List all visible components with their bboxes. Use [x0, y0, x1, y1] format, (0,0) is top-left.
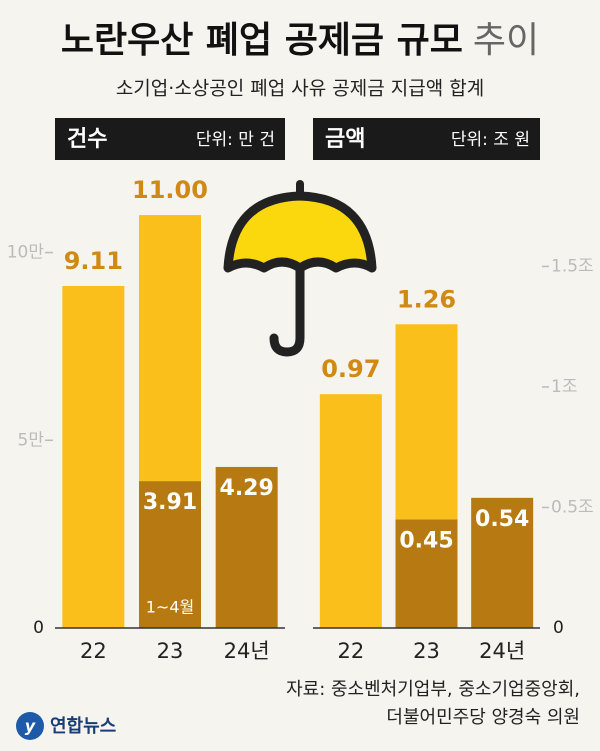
value-label: 4.29 [220, 476, 274, 501]
value-label: 9.11 [64, 247, 123, 275]
series-label: 1~4월 [146, 598, 195, 617]
y-tick-label: 0.5조 [551, 497, 594, 517]
header-unit: 단위: 조 원 [451, 130, 530, 150]
y-tick-label: 10만 [7, 243, 45, 263]
header-box [313, 118, 540, 160]
x-tick-label: 22 [337, 639, 364, 663]
y-tick-label: 0 [553, 618, 564, 638]
source: 자료: 중소벤처기업부, 중소기업중앙회, [286, 679, 580, 700]
bar [319, 394, 382, 628]
bar [215, 466, 278, 628]
bar [139, 481, 201, 628]
subtitle: 소기업·소상공인 폐업 사유 공제금 지급액 합계 [116, 78, 484, 100]
umbrella-icon [223, 180, 377, 357]
y-tick-label: 0 [33, 618, 44, 638]
logo: y 연합뉴스 [16, 712, 116, 740]
x-tick-label: 23 [413, 639, 440, 663]
y-tick-label: 5만 [18, 430, 45, 450]
title-tail: 추이 [473, 20, 539, 61]
y-tick-label: 1.5조 [551, 256, 594, 276]
x-tick-label: 24년 [224, 639, 270, 663]
bar [62, 286, 125, 628]
value-label: 0.54 [475, 507, 529, 532]
value-label: 0.97 [321, 355, 380, 383]
header-unit: 단위: 만 건 [196, 130, 275, 150]
bar [471, 497, 534, 628]
bar [395, 519, 458, 628]
logo-text: 연합뉴스 [50, 715, 116, 737]
header-label: 금액 [325, 127, 365, 152]
source: 더불어민주당 양경숙 의원 [386, 707, 580, 728]
title-main: 노란우산 폐업 공제금 규모 [61, 20, 463, 61]
x-tick-label: 22 [80, 639, 107, 663]
svg-text:y: y [25, 717, 36, 736]
header-box [55, 118, 285, 160]
value-label: 1.26 [397, 285, 456, 313]
header-label: 건수 [67, 127, 107, 152]
y-tick-label: 1조 [551, 377, 577, 397]
value-label: 3.91 [143, 490, 197, 515]
x-tick-label: 24년 [479, 639, 525, 663]
value-label: 11.00 [132, 176, 208, 204]
x-tick-label: 23 [157, 639, 184, 663]
value-label: 0.45 [399, 529, 453, 554]
title: 노란우산 폐업 공제금 규모 추이 [61, 20, 539, 61]
